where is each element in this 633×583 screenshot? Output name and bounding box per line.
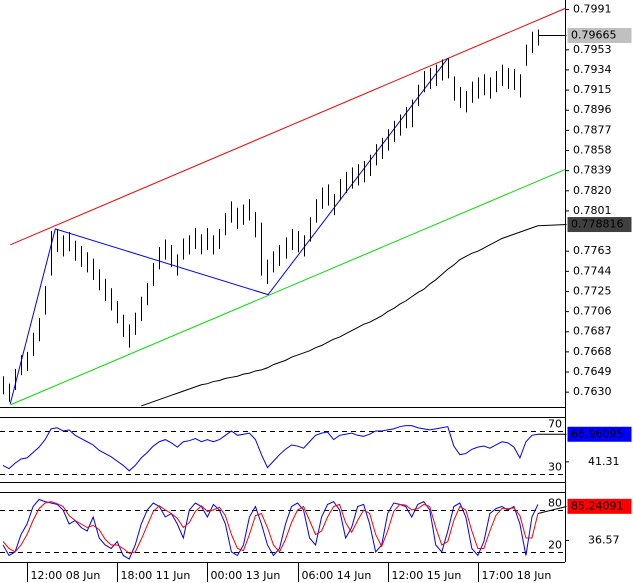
x-tick-label: 12:00 08 Jun (31, 569, 101, 582)
level-label: 70 (548, 418, 562, 431)
y-tick-label: 0.7744 (573, 264, 612, 277)
indicator-value-label: 66.96095 (571, 427, 624, 440)
y-tick-label: 0.7877 (573, 123, 612, 136)
trendline (10, 8, 566, 246)
x-tick-label: 18:00 11 Jun (121, 569, 191, 582)
indicator-value-label-box (566, 497, 633, 515)
y-tick-label: 41.31 (588, 455, 620, 468)
x-tick-label: 06:00 14 Jun (302, 569, 372, 582)
ma-connector (537, 224, 568, 227)
level-label: 20 (548, 539, 562, 552)
level-label: 80 (548, 497, 562, 510)
indicator-value-label: 85.24091 (571, 499, 624, 512)
frame (0, 0, 566, 563)
y-tick-label: 0.7706 (573, 305, 612, 318)
y-tick-label: 0.7725 (573, 284, 612, 297)
y-tick-label: 0.7858 (573, 144, 612, 157)
y-tick-label: 0.7763 (573, 244, 612, 257)
last-price-label-box (566, 27, 633, 45)
y-tick-label: 0.7649 (573, 365, 612, 378)
indicator-line (2, 425, 539, 472)
level-label: 30 (548, 461, 562, 474)
indicator-value-label-box (566, 425, 633, 443)
y-tick-label: 0.7934 (573, 63, 612, 76)
y-tick-label: 0.7896 (573, 103, 612, 116)
trendline (9, 57, 449, 404)
last-price-label: 0.79665 (571, 29, 617, 42)
x-tick-label: 12:00 15 Jun (392, 569, 462, 582)
y-tick-label: 0.7820 (573, 184, 612, 197)
y-tick-label: 0.7630 (573, 385, 612, 398)
x-tick-label: 17:00 18 Jun (482, 569, 552, 582)
y-tick-label: 0.7687 (573, 325, 612, 338)
y-tick-label: 0.7801 (573, 204, 612, 217)
y-tick-label: 0.7915 (573, 83, 612, 96)
indicator-connector (537, 505, 568, 514)
y-tick-label: 0.7668 (573, 345, 612, 358)
ma-value-label-box (566, 216, 633, 234)
y-tick-label: 36.57 (588, 533, 620, 546)
ma-value-label: 0.778816 (571, 218, 624, 231)
indicator-line (2, 501, 539, 554)
y-tick-label: 0.7953 (573, 43, 612, 56)
y-tick-label: 0.7839 (573, 164, 612, 177)
y-tick-label: 0.7991 (573, 3, 612, 16)
x-tick-label: 00:00 13 Jun (211, 569, 281, 582)
moving-average (141, 225, 539, 407)
trendline (10, 169, 566, 406)
indicator-line (2, 498, 539, 560)
